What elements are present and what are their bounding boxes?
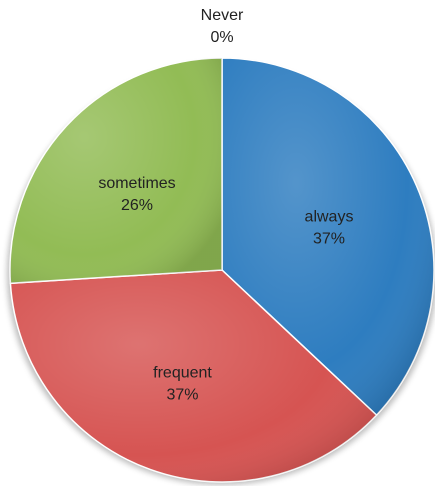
pie-labels: always 37% frequent 37% sometimes 26% Never 0%: [98, 7, 353, 404]
pie-label-percent: 37%: [313, 231, 345, 248]
pie-slice-shading-sometimes: [10, 58, 223, 284]
pie-label-always: always 37%: [305, 209, 354, 248]
pie-label-category: Never: [201, 7, 244, 24]
pie-label-category: always: [305, 209, 354, 226]
pie-label-category: frequent: [153, 365, 212, 382]
pie-label-sometimes: sometimes 26%: [98, 175, 175, 214]
pie-label-percent: 37%: [166, 387, 198, 404]
pie-label-category: sometimes: [98, 175, 175, 192]
pie-label-frequent: frequent 37%: [153, 365, 212, 404]
pie-slice-shading-always: [222, 58, 434, 416]
pie-label-percent: 26%: [121, 197, 153, 214]
pie-slice-shading-frequent: [10, 270, 377, 482]
pie-label-never: Never 0%: [201, 7, 244, 46]
pie-slices: [9, 57, 435, 483]
pie-label-percent: 0%: [210, 29, 233, 46]
